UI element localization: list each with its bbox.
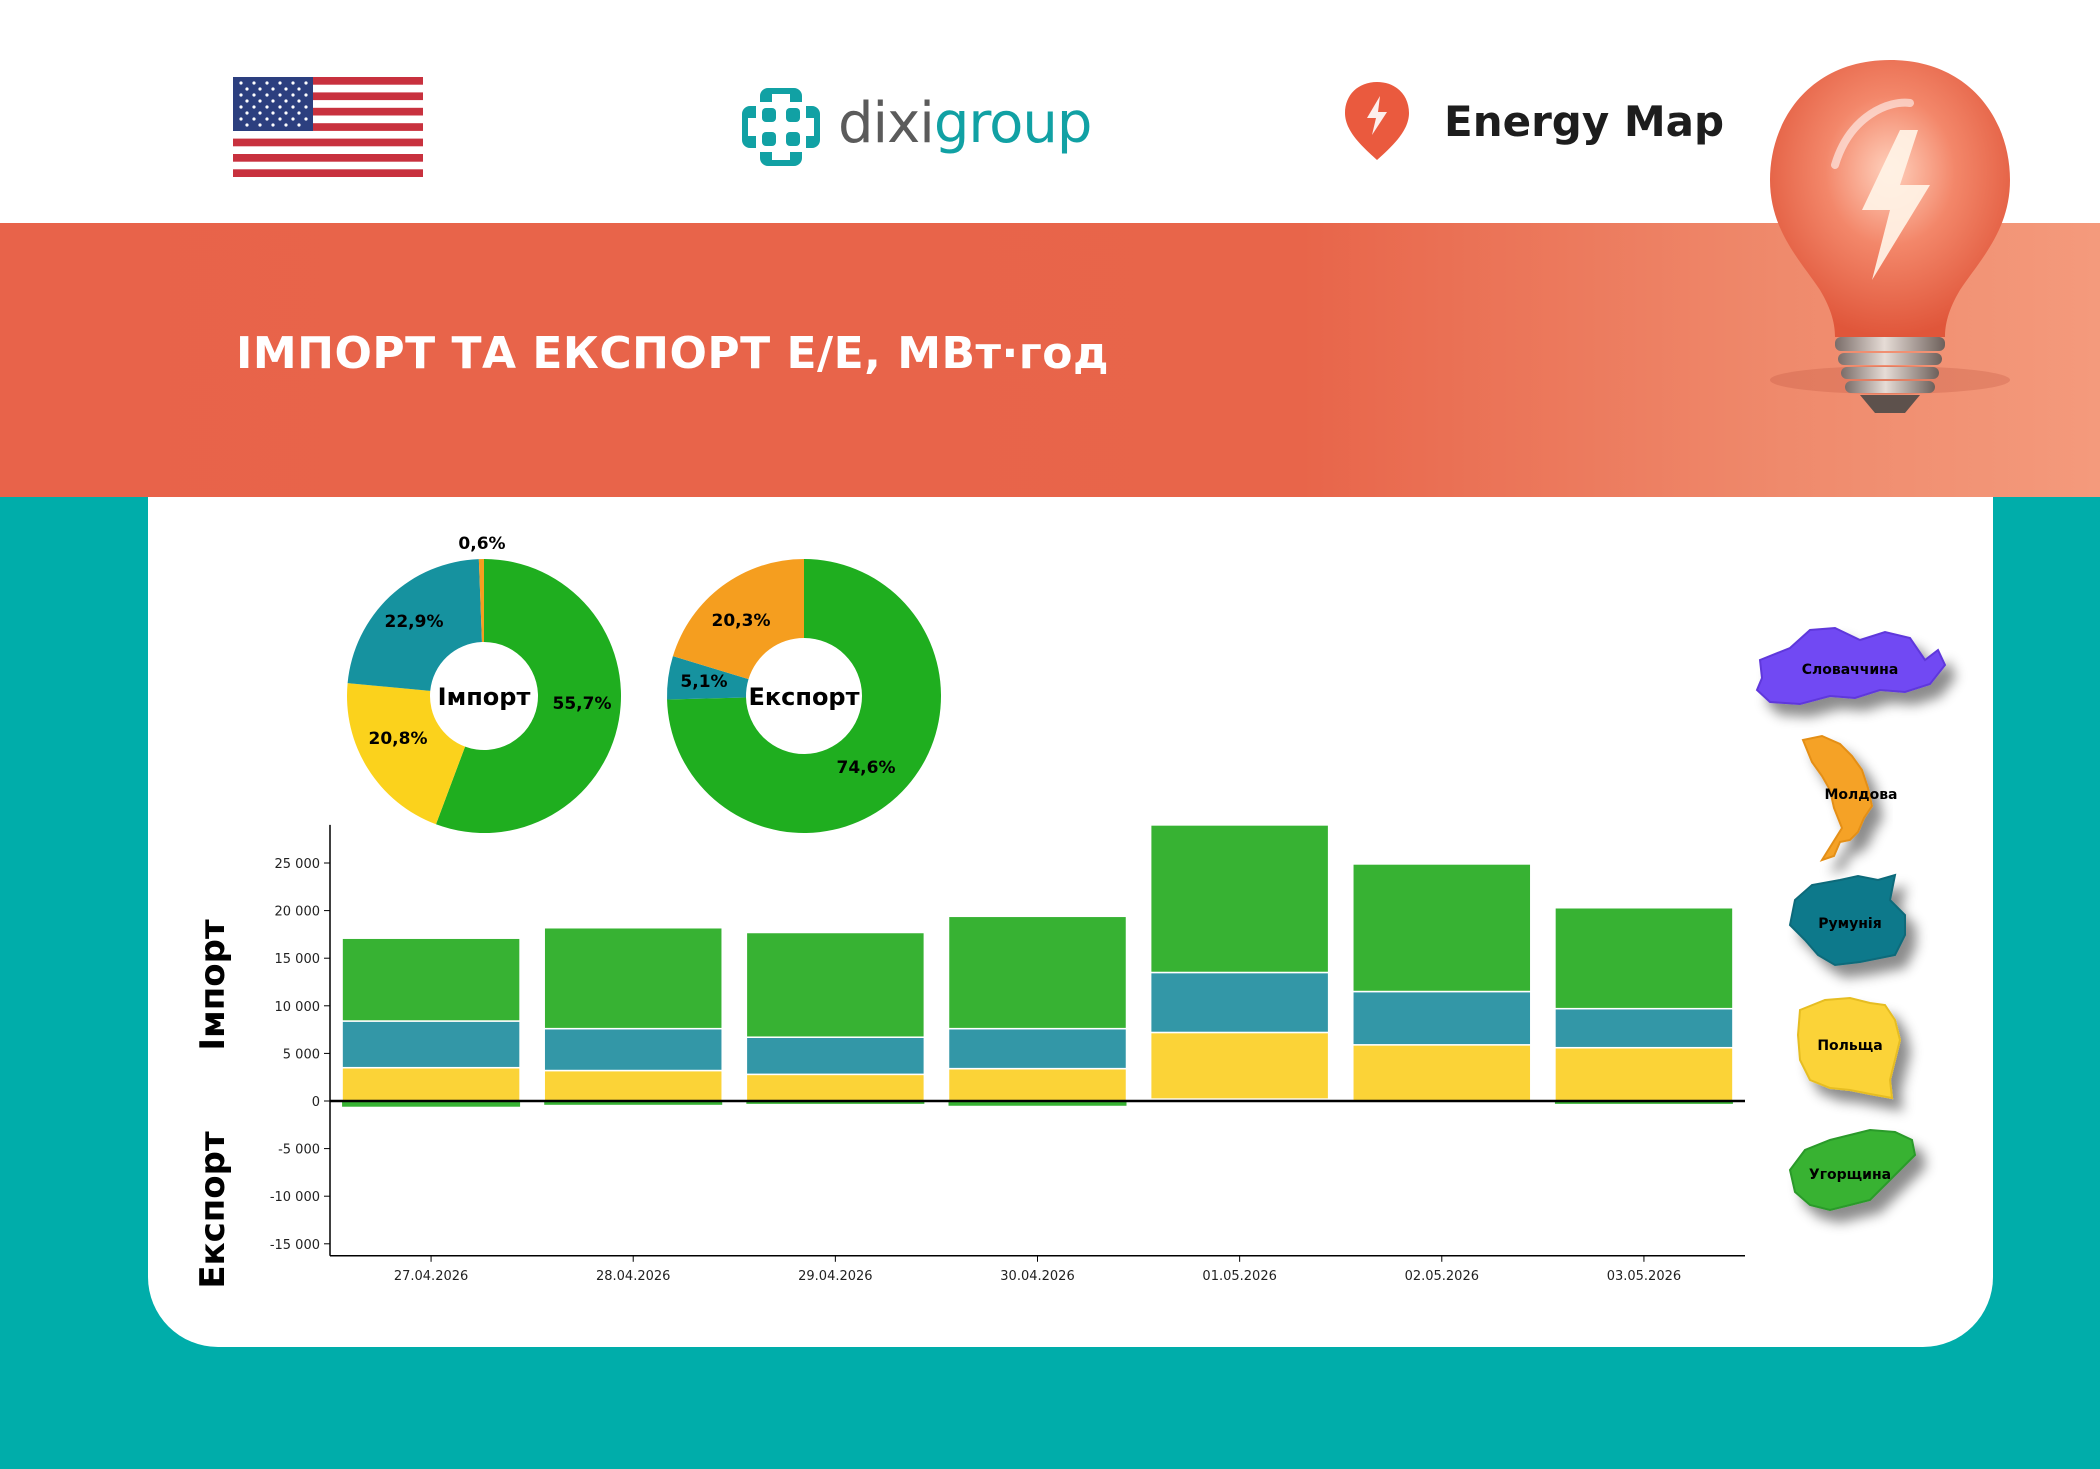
legend-item-moldova[interactable]: Молдова — [1801, 734, 1898, 862]
lower-axis-label: Експорт — [193, 1131, 233, 1289]
y-tick-label: 5 000 — [283, 1047, 320, 1062]
donut-slice-2[interactable] — [347, 559, 482, 691]
legend-label-moldova: Молдова — [1824, 787, 1897, 803]
donut-center-label: Імпорт — [438, 683, 531, 711]
us-flag-icon[interactable] — [233, 77, 423, 177]
lightning-pin-icon — [1345, 82, 1409, 160]
y-tick-label: 10 000 — [275, 1000, 321, 1015]
donut-slice-label-1: 20,8% — [369, 729, 428, 749]
bar-segment-румунія[interactable] — [1149, 971, 1330, 1034]
donut-slice-1[interactable] — [347, 683, 466, 825]
poland-map-icon — [1796, 996, 1902, 1100]
bar-segment-export-угорщина[interactable] — [948, 1101, 1127, 1106]
energy-map-wordmark: Energy Map — [1444, 97, 1725, 146]
bar-segment-польща[interactable] — [1554, 1046, 1734, 1102]
y-tick-label: 20 000 — [275, 905, 321, 920]
legend-item-poland[interactable]: Польща — [1796, 996, 1902, 1100]
header: dixigroup Energy Map — [0, 0, 2100, 223]
legend-item-romania[interactable]: Румунія — [1788, 873, 1906, 967]
legend-label-hungary: Угорщина — [1809, 1167, 1891, 1183]
hungary-map-icon — [1788, 1128, 1917, 1212]
legend-item-slovakia[interactable]: Словаччина — [1755, 626, 1947, 706]
page-title: ІМПОРТ ТА ЕКСПОРТ Е/Е, МВт·год — [236, 328, 1109, 379]
brand-left-2: group — [933, 91, 1093, 156]
x-tick-label: 30.04.2026 — [1000, 1269, 1074, 1284]
bar-segment-румунія[interactable] — [745, 1036, 926, 1076]
donut-slice-label-3: 0,6% — [458, 534, 505, 554]
upper-axis-label: Імпорт — [193, 919, 233, 1051]
bar-segment-румунія[interactable] — [1352, 990, 1532, 1046]
x-tick-label: 28.04.2026 — [596, 1269, 670, 1284]
donut-chart-export: 74,6% 5,1% 20,3% Експорт — [667, 559, 941, 834]
legend-label-slovakia: Словаччина — [1802, 662, 1899, 678]
bar-segment-румунія[interactable] — [947, 1027, 1128, 1070]
legend-label-romania: Румунія — [1818, 916, 1881, 932]
bar-segment-угорщина[interactable] — [1149, 824, 1330, 974]
energy-map-logo[interactable]: Energy Map — [1342, 80, 1725, 170]
x-tick-label: 27.04.2026 — [394, 1269, 468, 1284]
y-tick-label: -10 000 — [270, 1190, 320, 1205]
bar-segment-export-угорщина[interactable] — [746, 1101, 925, 1104]
legend-label-poland: Польща — [1817, 1038, 1882, 1054]
bar-segment-румунія[interactable] — [1554, 1007, 1734, 1049]
y-tick-label: -5 000 — [278, 1143, 320, 1158]
bar-segment-export-угорщина[interactable] — [544, 1101, 723, 1105]
dixigroup-wordmark: dixigroup — [838, 84, 1093, 164]
x-tick-label: 01.05.2026 — [1202, 1269, 1276, 1284]
bar-segment-польща[interactable] — [543, 1069, 723, 1102]
bar-segment-угорщина[interactable] — [947, 915, 1128, 1030]
bar-segment-польща[interactable] — [745, 1073, 926, 1102]
stacked-bar-chart: 25 000 20 000 15 000 10 000 5 000 0 -5 000 -10 … — [270, 824, 1745, 1284]
x-tick-label: 29.04.2026 — [798, 1269, 872, 1284]
moldova-map-icon — [1801, 734, 1874, 862]
bar-segment-польща[interactable] — [1352, 1044, 1532, 1102]
donut-slice-label-2: 20,3% — [712, 611, 771, 631]
bar-segment-румунія[interactable] — [543, 1027, 723, 1072]
donut-slice-2[interactable] — [672, 559, 804, 680]
bar-segment-угорщина[interactable] — [341, 937, 521, 1022]
dixigroup-logo[interactable]: dixigroup — [738, 82, 1118, 172]
y-tick-label: 25 000 — [275, 857, 321, 872]
dixigroup-mark-icon — [742, 88, 820, 166]
light-bulb-icon — [1770, 60, 2010, 413]
donut-slice-label-1: 5,1% — [680, 672, 727, 692]
bar-segment-export-угорщина[interactable] — [1554, 1101, 1733, 1104]
donut-slice-0[interactable] — [667, 559, 941, 834]
legend: Словаччина Молдова Румунія Польща Угорщи… — [1755, 626, 1947, 1212]
title-banner: ІМПОРТ ТА ЕКСПОРТ Е/Е, МВт·год — [0, 223, 2100, 497]
donut-slice-label-0: 55,7% — [553, 694, 612, 714]
donut-slice-label-2: 22,9% — [385, 612, 444, 632]
donut-slice-1[interactable] — [667, 656, 749, 700]
donut-chart-import: 55,7% 20,8% 22,9% 0,6% Імпорт — [347, 534, 622, 834]
bar-segment-угорщина[interactable] — [1554, 906, 1734, 1010]
x-tick-label: 03.05.2026 — [1607, 1269, 1681, 1284]
legend-item-hungary[interactable]: Угорщина — [1788, 1128, 1917, 1212]
bar-segment-угорщина[interactable] — [543, 926, 723, 1030]
y-tick-label: -15 000 — [270, 1238, 320, 1253]
bar-segment-польща[interactable] — [1149, 1031, 1330, 1100]
bar-segment-польща[interactable] — [341, 1066, 521, 1102]
donut-slice-3[interactable] — [478, 559, 484, 643]
x-tick-label: 02.05.2026 — [1405, 1269, 1479, 1284]
bar-segment-румунія[interactable] — [341, 1020, 521, 1069]
y-tick-label: 15 000 — [275, 952, 321, 967]
romania-map-icon — [1788, 873, 1906, 967]
y-tick-label: 0 — [312, 1095, 320, 1110]
slovakia-map-icon — [1755, 626, 1947, 706]
bar-segment-угорщина[interactable] — [1352, 863, 1532, 993]
bar-segment-польща[interactable] — [947, 1067, 1128, 1102]
donut-slice-0[interactable] — [435, 559, 622, 834]
brand-left-1: dixi — [838, 91, 935, 156]
donut-center-label: Експорт — [748, 683, 859, 711]
donut-slice-label-0: 74,6% — [837, 758, 896, 778]
bar-segment-угорщина[interactable] — [745, 931, 926, 1038]
bar-segment-export-угорщина[interactable] — [342, 1101, 521, 1107]
